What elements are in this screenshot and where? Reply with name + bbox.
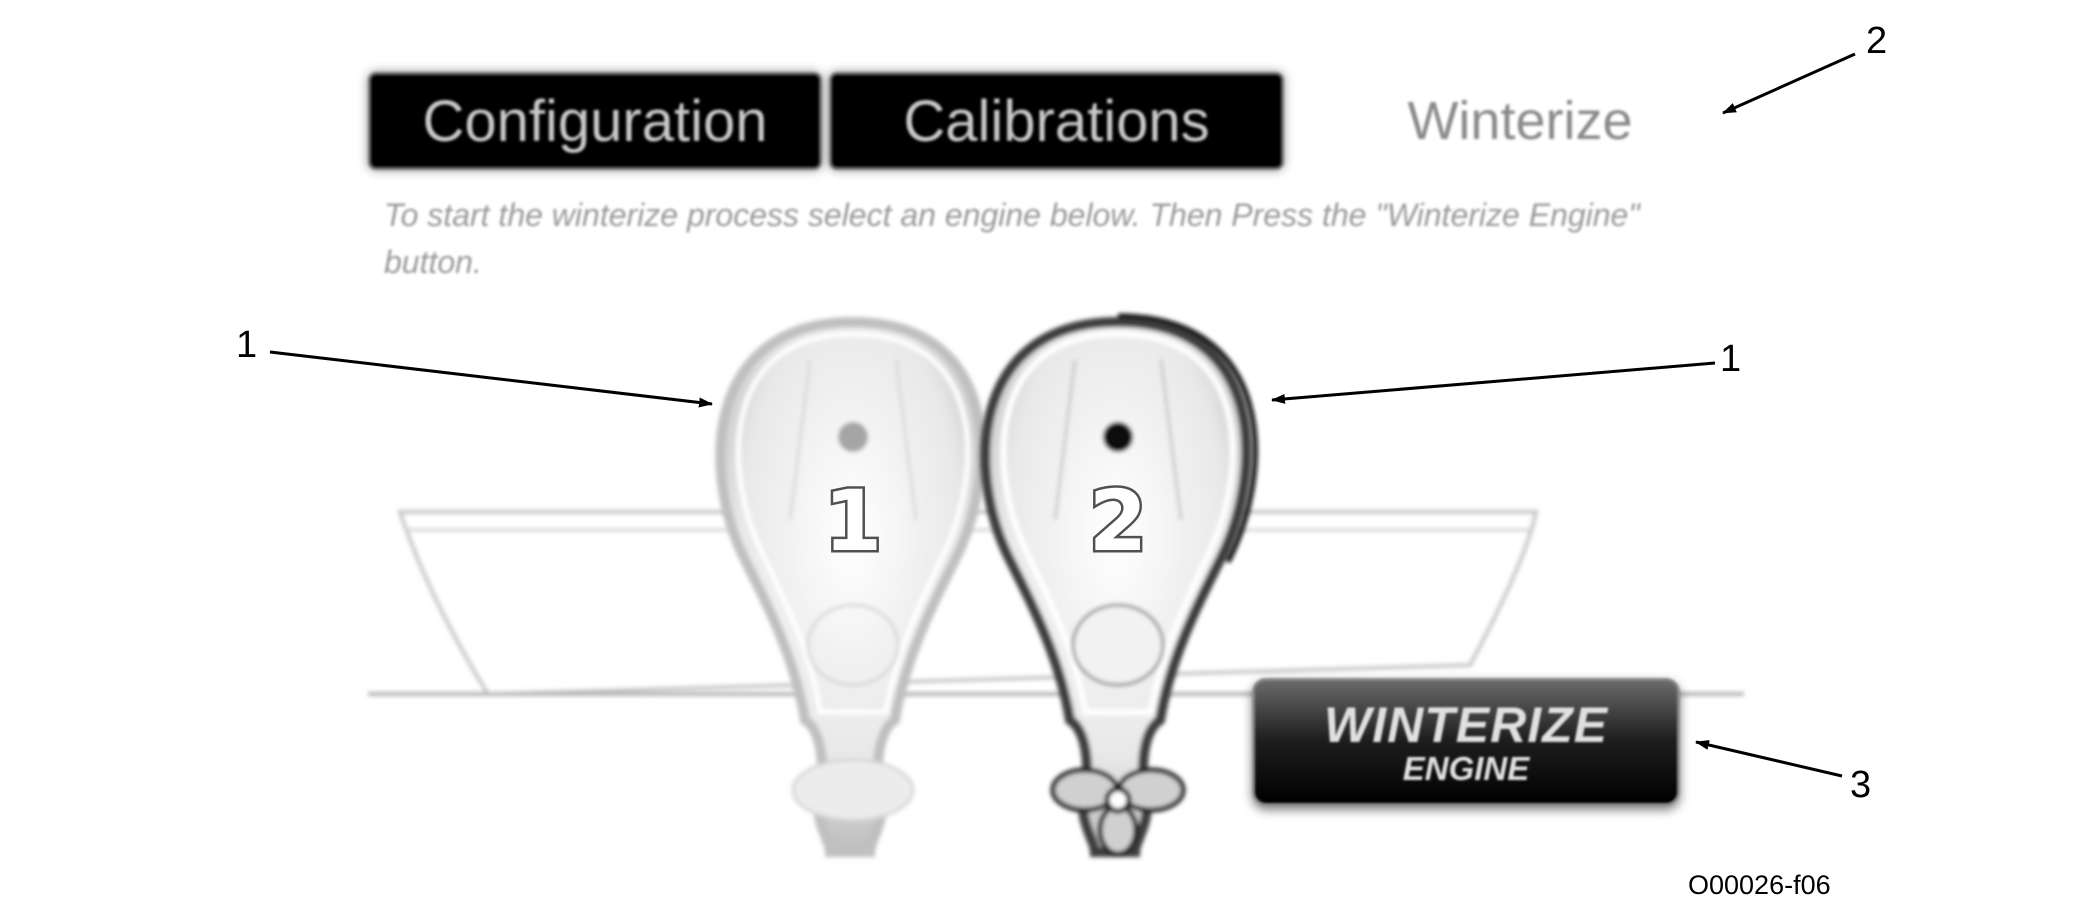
winterize-button-label: WINTERIZE: [1324, 697, 1608, 753]
engine-2-indicator-dot: [1103, 422, 1133, 452]
winterize-button-sublabel: ENGINE: [1402, 750, 1530, 787]
callout-number-button: 3: [1850, 764, 1872, 806]
callout-number-tab: 2: [1866, 20, 1888, 62]
tab-configuration[interactable]: Configuration: [368, 72, 822, 170]
callout-arrow-tab: [1722, 52, 1856, 115]
callout-number-engine-left: 1: [236, 324, 258, 366]
callout-arrow-engine-right: [1271, 361, 1716, 404]
figure-id: O00026-f06: [1688, 870, 1831, 900]
winterize-engine-button[interactable]: WINTERIZE ENGINE: [1252, 678, 1680, 806]
callout-arrow-engine-left: [269, 350, 713, 408]
instruction-text: To start the winterize process select an…: [384, 197, 1640, 280]
tab-winterize[interactable]: Winterize: [1407, 91, 1633, 151]
engine-2-button[interactable]: [980, 313, 1258, 857]
engine-2-label: 2: [1089, 472, 1147, 570]
tab-calibrations[interactable]: Calibrations: [829, 72, 1284, 170]
propeller-icon: [1050, 767, 1186, 857]
callout-arrow-button: [1695, 740, 1843, 778]
engine-1-button[interactable]: [715, 316, 987, 857]
engine-1-indicator-dot: [838, 422, 868, 452]
tab-bar: Configuration Calibrations: [368, 72, 1288, 170]
callout-number-engine-right: 1: [1720, 338, 1742, 380]
engine-1-label: 1: [824, 472, 882, 570]
